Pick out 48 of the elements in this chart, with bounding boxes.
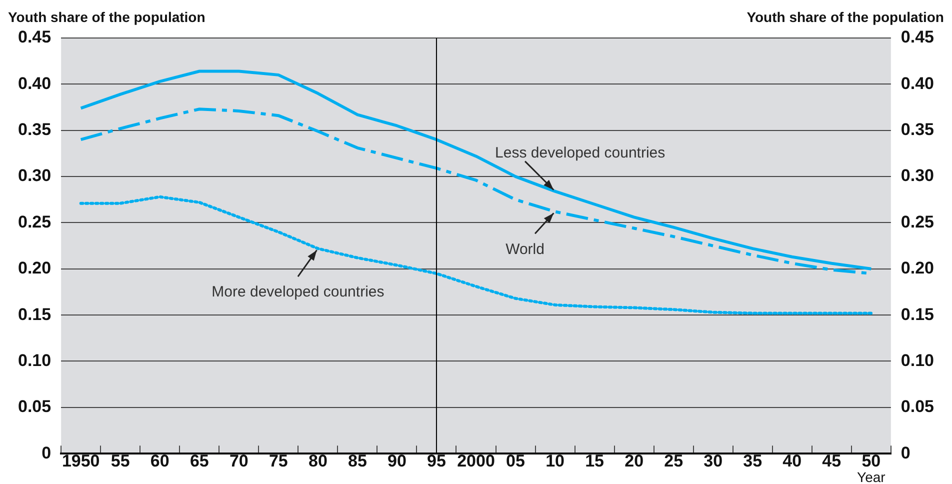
y2-tick-label: 0 <box>900 443 910 462</box>
x-tick-label: 80 <box>308 451 328 470</box>
y2-tick-label: 0.15 <box>900 304 934 324</box>
x-tick-label: 50 <box>862 451 881 470</box>
x-axis-title: Year <box>857 469 886 484</box>
line-series <box>79 195 873 315</box>
x-tick-label: 75 <box>268 451 288 470</box>
y2-tick-label: 0.35 <box>900 120 934 140</box>
x-tick-label: 45 <box>822 451 842 470</box>
y2-tick-label: 0.25 <box>900 212 934 232</box>
x-tick-label: 85 <box>348 451 367 470</box>
y2-tick-label: 0.10 <box>900 350 934 370</box>
x-tick-label: 2000 <box>457 451 495 470</box>
x-tick-label: 20 <box>624 451 644 470</box>
y-tick-label: 0.30 <box>18 166 52 186</box>
y-tick-label: 0.40 <box>18 74 52 93</box>
y2-tick-label: 0.30 <box>900 166 934 186</box>
series-label: More developed countries <box>212 284 384 301</box>
y-tick-label: 0 <box>42 443 52 462</box>
x-tick-label: 95 <box>427 451 446 470</box>
y2-axis-title: Youth share of the population <box>746 9 944 25</box>
y-tick-label: 0.05 <box>18 397 52 416</box>
x-tick-label: 05 <box>506 451 525 470</box>
x-tick-label: 30 <box>704 451 723 470</box>
y-tick-label: 0.20 <box>18 258 52 278</box>
x-tick-label: 90 <box>388 451 406 470</box>
x-tick-label: 1950 <box>62 451 100 470</box>
x-tick-label: 40 <box>782 451 802 470</box>
x-tick-label: 15 <box>585 451 604 470</box>
y-tick-label: 0.10 <box>18 350 52 370</box>
y-axis-title: Youth share of the population <box>8 9 206 25</box>
y2-tick-label: 0.40 <box>900 74 934 93</box>
y2-tick-label: 0.45 <box>900 28 934 47</box>
x-tick-label: 60 <box>150 451 170 470</box>
series-label: Less developed countries <box>495 144 666 162</box>
y-tick-label: 0.15 <box>18 304 52 324</box>
y-tick-label: 0.25 <box>18 212 52 232</box>
x-tick-label: 70 <box>229 451 248 470</box>
y-tick-label: 0.45 <box>18 28 52 47</box>
x-tick-label: 35 <box>743 451 762 470</box>
text: World <box>506 240 544 258</box>
x-tick-label: 25 <box>664 451 684 470</box>
y2-tick-label: 0.05 <box>900 397 934 416</box>
x-tick-label: 55 <box>110 451 130 470</box>
y2-tick-label: 0.20 <box>900 258 934 278</box>
y-tick-label: 0.35 <box>18 120 52 140</box>
x-tick-label: 10 <box>546 451 564 470</box>
x-tick-label: 65 <box>190 451 209 470</box>
